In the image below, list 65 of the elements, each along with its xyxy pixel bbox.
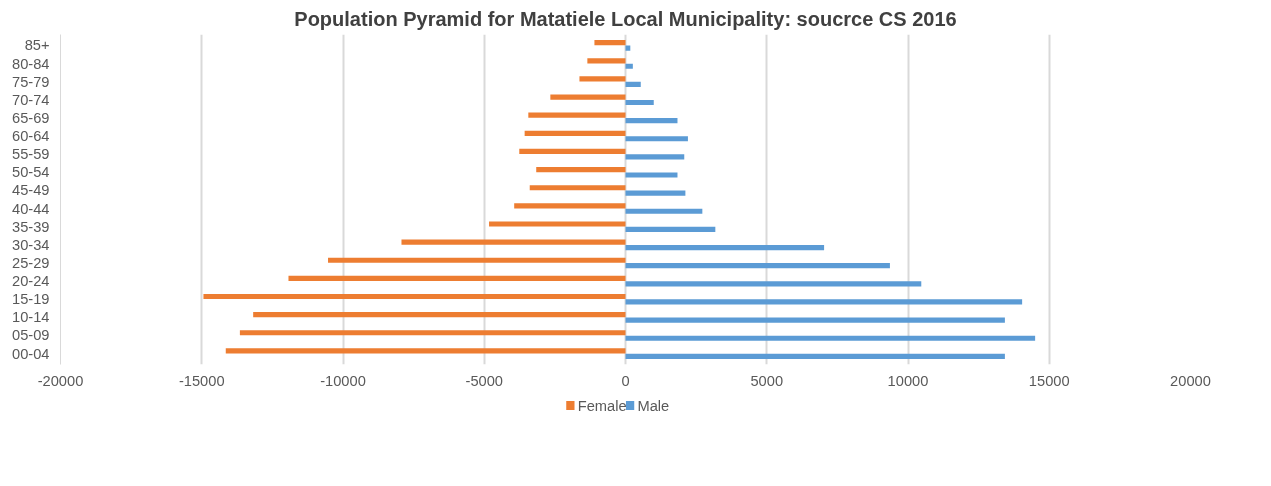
y-tick-label: 45-49 bbox=[12, 182, 50, 199]
legend-label: Female bbox=[577, 397, 627, 414]
bar bbox=[625, 208, 703, 214]
bar bbox=[587, 58, 626, 64]
bar bbox=[489, 221, 626, 227]
x-tick-label: 20000 bbox=[1170, 372, 1211, 389]
bar bbox=[625, 136, 688, 142]
bar bbox=[625, 317, 1005, 323]
y-tick-label: 00-04 bbox=[12, 345, 50, 362]
bar bbox=[524, 130, 626, 136]
bar bbox=[225, 348, 626, 354]
bar bbox=[625, 244, 825, 251]
bar bbox=[328, 257, 626, 263]
bar bbox=[625, 335, 1036, 341]
y-tick-label: 25-29 bbox=[12, 254, 50, 271]
x-tick-label: 10000 bbox=[887, 372, 929, 389]
bar bbox=[579, 76, 626, 82]
bar bbox=[203, 293, 626, 300]
x-tick-label: -5000 bbox=[465, 372, 504, 389]
x-tick-label: 0 bbox=[621, 372, 630, 389]
bar bbox=[625, 63, 633, 69]
bar bbox=[594, 40, 626, 46]
y-tick-label: 85+ bbox=[24, 37, 50, 54]
x-tick-label: 5000 bbox=[750, 372, 784, 389]
y-tick-label: 80-84 bbox=[12, 55, 50, 72]
legend-label: Male bbox=[637, 397, 670, 414]
bar bbox=[253, 312, 626, 318]
bar bbox=[625, 190, 686, 196]
bar bbox=[625, 99, 654, 106]
bar bbox=[625, 118, 678, 124]
y-tick-label: 35-39 bbox=[12, 218, 50, 235]
bar bbox=[536, 167, 626, 173]
bar bbox=[519, 148, 626, 155]
y-tick-label: 05-09 bbox=[12, 327, 50, 344]
y-tick-label: 65-69 bbox=[12, 109, 50, 126]
x-tick-label: -20000 bbox=[37, 372, 84, 389]
y-tick-label: 15-19 bbox=[12, 291, 50, 308]
bar bbox=[401, 239, 626, 245]
x-tick-label: -10000 bbox=[320, 372, 366, 389]
x-tick-label: -15000 bbox=[178, 372, 225, 389]
x-tick-label: 15000 bbox=[1028, 372, 1070, 389]
bar bbox=[288, 275, 626, 281]
bar bbox=[528, 112, 626, 118]
y-tick-label: 50-54 bbox=[12, 164, 50, 181]
bar bbox=[625, 226, 716, 232]
y-tick-label: 20-24 bbox=[12, 273, 50, 290]
y-tick-label: 55-59 bbox=[12, 146, 50, 163]
bar bbox=[625, 81, 641, 87]
y-tick-label: 30-34 bbox=[12, 236, 50, 253]
y-tick-label: 75-79 bbox=[12, 73, 50, 90]
bar bbox=[529, 185, 626, 191]
y-tick-label: 60-64 bbox=[12, 128, 50, 145]
y-tick-label: 40-44 bbox=[12, 200, 50, 217]
bar bbox=[514, 203, 626, 209]
bar bbox=[625, 172, 678, 178]
chart-title: Population Pyramid for Matatiele Local Municipality: soucrce CS 2016 bbox=[294, 7, 957, 30]
bar bbox=[625, 263, 890, 269]
bar bbox=[625, 299, 1023, 305]
bar bbox=[625, 154, 685, 160]
y-tick-label: 70-74 bbox=[12, 91, 50, 108]
bar bbox=[625, 353, 1005, 359]
y-tick-label: 10-14 bbox=[12, 309, 50, 326]
bar bbox=[625, 281, 922, 287]
bar bbox=[239, 330, 626, 336]
bar bbox=[550, 94, 626, 100]
